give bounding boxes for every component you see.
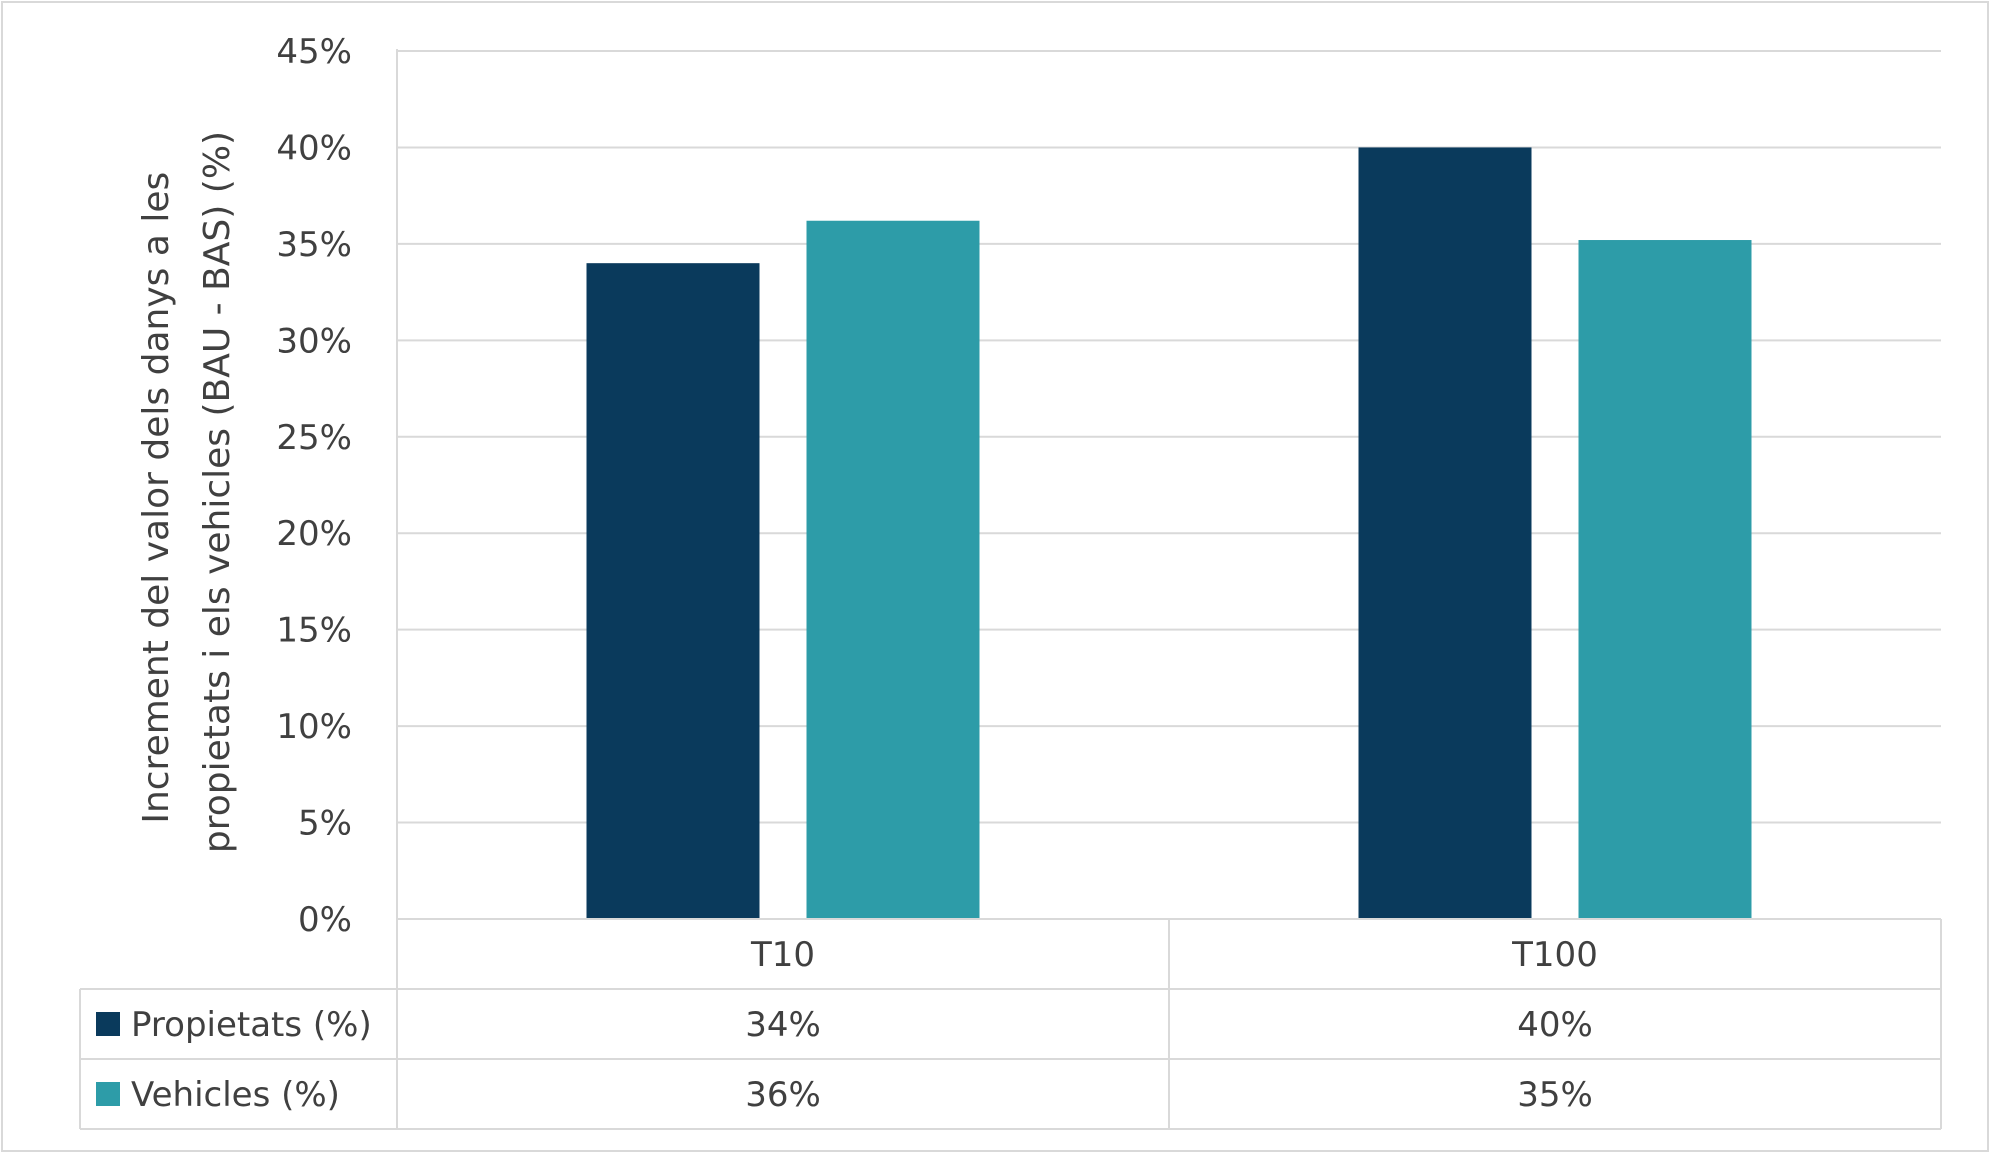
table-value: 34% bbox=[745, 1005, 821, 1045]
y-tick-label: 30% bbox=[276, 321, 352, 361]
bar-t100-series-1 bbox=[1358, 147, 1532, 919]
y-tick-label: 10% bbox=[276, 707, 352, 747]
y-tick-label: 25% bbox=[276, 418, 352, 458]
x-category-label: T100 bbox=[1511, 935, 1598, 975]
data-table: T10 T100 Propietats (%) 34% 40% Vehicles (%) 3… bbox=[79, 49, 1942, 1130]
legend-label: Vehicles (%) bbox=[131, 1075, 340, 1115]
table-value: 35% bbox=[1517, 1075, 1593, 1115]
table-value: 40% bbox=[1517, 1005, 1593, 1045]
y-tick-label: 35% bbox=[276, 225, 352, 265]
legend-key-series-1 bbox=[96, 1012, 120, 1036]
bar-t100-series-2 bbox=[1578, 240, 1752, 919]
bars bbox=[586, 147, 1752, 920]
x-category-label: T10 bbox=[750, 935, 815, 975]
legend-key-series-2 bbox=[96, 1082, 120, 1106]
y-tick-label: 15% bbox=[276, 611, 352, 651]
y-tick-label: 0% bbox=[298, 900, 352, 940]
y-axis-title-line-2: propietats i els vehicles (BAU - BAS) (%… bbox=[197, 131, 238, 853]
y-tick-label: 40% bbox=[276, 128, 352, 168]
y-axis-title-line-1: Increment del valor dels danys a les bbox=[136, 172, 177, 824]
bar-t10-series-1 bbox=[586, 263, 760, 920]
y-tick-label: 20% bbox=[276, 514, 352, 554]
y-tick-label: 5% bbox=[298, 804, 352, 844]
table-value: 36% bbox=[745, 1075, 821, 1115]
bar-t10-series-2 bbox=[806, 220, 980, 920]
y-tick-label: 45% bbox=[276, 32, 352, 72]
y-axis-title: Increment del valor dels danys a les pro… bbox=[136, 131, 238, 853]
y-tick-labels: 0% 5% 10% 15% 20% 25% 30% 35% 40% 45% bbox=[276, 32, 352, 940]
legend-label: Propietats (%) bbox=[131, 1005, 372, 1045]
